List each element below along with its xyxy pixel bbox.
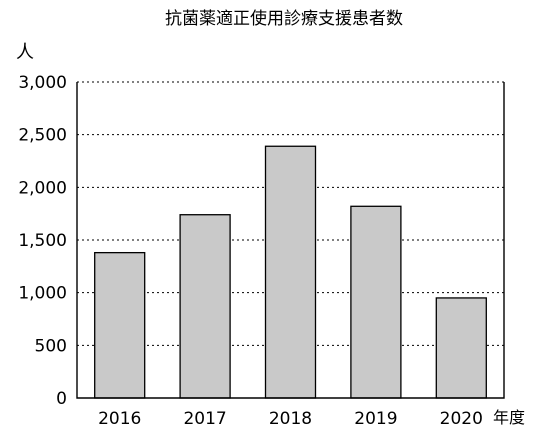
- x-tick-label: 2016: [98, 409, 141, 429]
- axes: [76, 82, 505, 399]
- y-tick-labels: 0 500 1,000 1,500 2,000 2,500 3,000: [18, 73, 67, 409]
- bar: [350, 205, 402, 399]
- y-tick-label: 2,500: [18, 126, 67, 146]
- y-tick-label: 0: [56, 389, 67, 409]
- gridlines: [77, 81, 504, 346]
- y-tick-label: 3,000: [18, 73, 67, 93]
- x-tick-label: 2019: [354, 409, 397, 429]
- y-tick-label: 2,000: [18, 178, 67, 198]
- y-tick-label: 1,000: [18, 284, 67, 304]
- bars: [94, 145, 487, 399]
- plot-frame: [76, 82, 505, 399]
- y-tick-label: 1,500: [18, 231, 67, 251]
- x-tick-label: 2018: [269, 409, 312, 429]
- bar: [264, 145, 317, 399]
- x-axis-label: 年度: [493, 408, 525, 427]
- bar: [179, 214, 231, 399]
- bar: [435, 297, 487, 399]
- bar: [94, 251, 146, 399]
- x-tick-label: 2020: [440, 409, 483, 429]
- y-axis-unit-label: 人: [16, 42, 34, 63]
- x-tick-label: 2017: [183, 409, 226, 429]
- y-tick-label: 500: [35, 336, 67, 356]
- x-tick-labels: 2016 2017 2018 2019 2020: [98, 409, 483, 429]
- chart-title: 抗菌薬適正使用診療支援患者数: [165, 8, 403, 29]
